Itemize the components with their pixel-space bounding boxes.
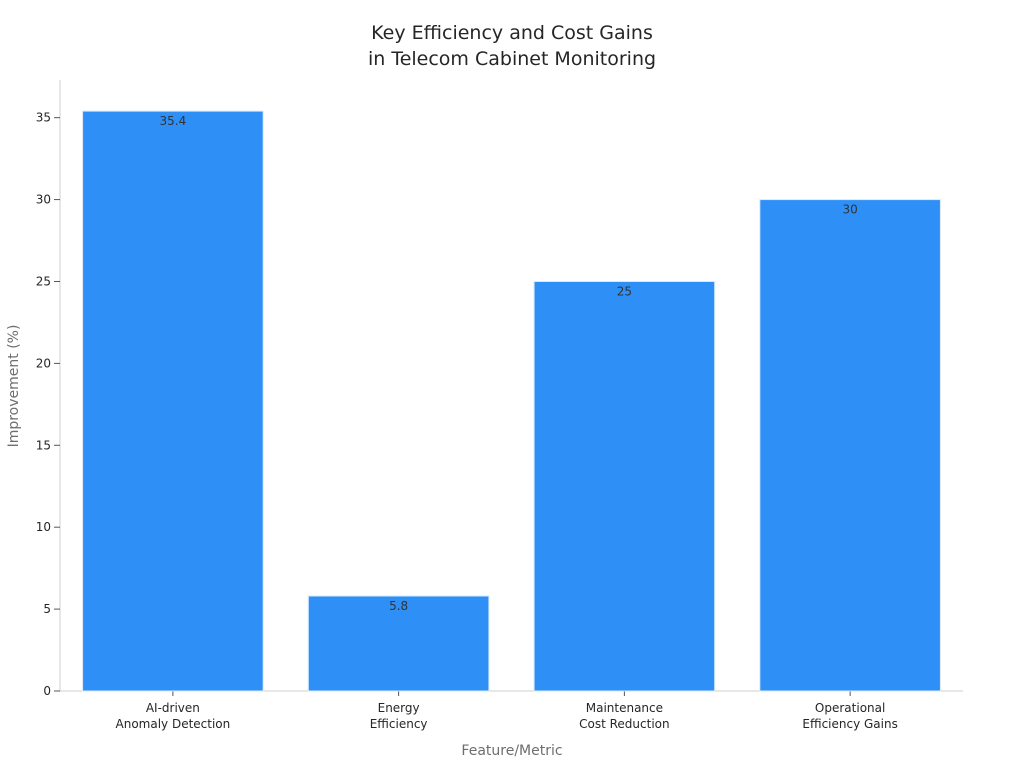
y-tick-label: 15 xyxy=(36,438,51,452)
x-tick-label: Energy Efficiency xyxy=(370,701,428,731)
data-label: 30 xyxy=(842,203,857,217)
y-tick-label: 0 xyxy=(43,684,51,698)
x-axis-title: Feature/Metric xyxy=(461,743,562,759)
y-axis-title: Improvement (%) xyxy=(6,325,22,448)
y-tick-label: 35 xyxy=(36,111,51,125)
bars xyxy=(82,110,941,692)
data-labels: 35.4 5.8 25 30 xyxy=(160,114,858,613)
x-tick-label: Operational Efficiency Gains xyxy=(802,701,897,731)
y-tick-label: 5 xyxy=(43,602,51,616)
data-label: 25 xyxy=(617,284,632,298)
bar xyxy=(82,110,264,692)
chart-title-line-1: Key Efficiency and Cost Gains xyxy=(371,22,653,44)
bar xyxy=(533,280,716,692)
data-label: 5.8 xyxy=(389,599,408,613)
bar xyxy=(759,199,941,692)
data-label: 35.4 xyxy=(160,114,187,128)
x-axis: AI-driven Anomaly Detection Energy Efficien… xyxy=(60,690,963,731)
x-tick-label: AI-driven Anomaly Detection xyxy=(116,701,231,731)
chart-title: Key Efficiency and Cost Gains in Telecom… xyxy=(0,20,1024,72)
y-tick-label: 30 xyxy=(36,193,51,207)
y-tick-label: 20 xyxy=(36,356,51,370)
x-tick-label: Maintenance Cost Reduction xyxy=(579,701,669,731)
bar xyxy=(307,595,490,692)
chart-title-line-2: in Telecom Cabinet Monitoring xyxy=(367,48,657,70)
y-tick-label: 10 xyxy=(36,520,51,534)
y-tick-label: 25 xyxy=(36,274,51,288)
y-axis: 0 5 10 15 20 25 30 35 xyxy=(36,80,61,698)
